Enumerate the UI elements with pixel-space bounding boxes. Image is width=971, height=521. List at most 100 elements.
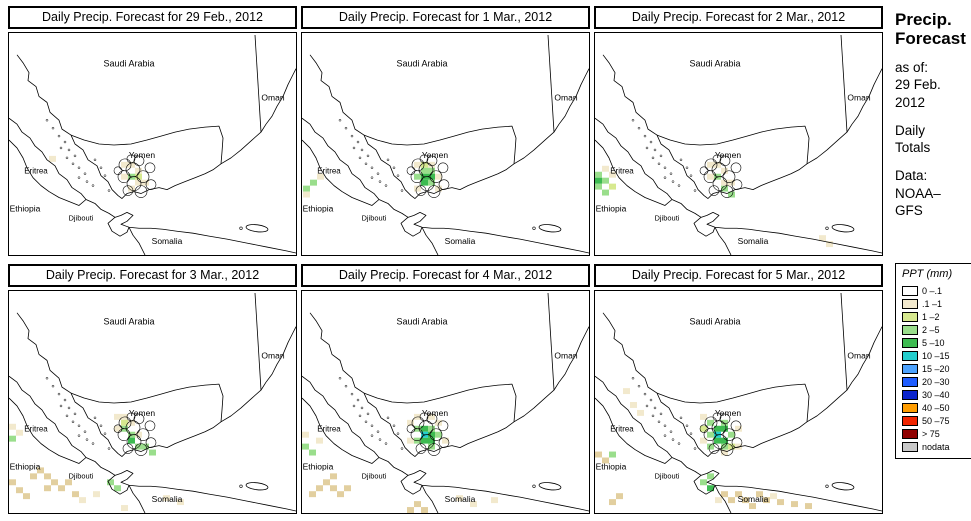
district-boundary [712, 154, 722, 164]
precip-cell [58, 485, 65, 492]
island [669, 172, 673, 175]
island [350, 392, 354, 396]
precip-cell [707, 443, 714, 450]
precip-cell [700, 437, 707, 444]
precip-cell [330, 473, 337, 480]
island [392, 166, 396, 170]
data-source-line1: NOAA– [895, 185, 941, 201]
precip-cell [700, 413, 707, 420]
precip-cell [609, 451, 616, 458]
precip-cell [49, 155, 56, 162]
island [57, 392, 61, 396]
island [59, 404, 63, 408]
legend-swatch [902, 363, 918, 374]
precip-cell [602, 165, 609, 172]
precip-cell [9, 479, 16, 486]
island [653, 148, 657, 152]
district-boundary [415, 185, 427, 196]
precip-cell [714, 425, 721, 432]
precip-cell [442, 437, 449, 444]
island [663, 166, 667, 170]
precip-cell [414, 161, 421, 168]
precip-cell [595, 171, 602, 178]
border-line [595, 397, 673, 464]
island [93, 416, 97, 420]
precip-cell [602, 189, 609, 196]
map-frame: Saudi Arabia Oman Yemen Eritrea Ethiopia Djib… [594, 290, 883, 514]
precip-cell [721, 179, 728, 186]
island [693, 447, 697, 450]
info-sidebar: Precip. Forecast as of: 29 Feb. 2012 Dai… [887, 6, 971, 514]
precip-cell [128, 161, 135, 168]
border-line [309, 312, 589, 457]
precip-cell [749, 503, 756, 510]
precip-cell [714, 437, 721, 444]
map: Saudi Arabia Oman Yemen Eritrea Ethiopia Djib… [9, 292, 296, 513]
border-line [840, 292, 848, 391]
island [657, 420, 661, 424]
district-boundary [126, 412, 136, 422]
map: Saudi Arabia Oman Yemen Eritrea Ethiopia Djib… [9, 34, 296, 255]
precip-cell [142, 443, 149, 450]
border-line [302, 397, 380, 464]
island [532, 226, 536, 230]
district-boundary [731, 179, 743, 190]
precip-cell [435, 173, 442, 180]
island [651, 156, 655, 160]
island [63, 140, 67, 144]
map-label-djibouti: Djibouti [362, 213, 387, 222]
legend-entry: 20 –30 [902, 375, 970, 388]
island [239, 484, 243, 488]
district-boundary [410, 170, 424, 183]
map-label-somalia: Somalia [738, 494, 769, 504]
precip-cell [756, 491, 763, 498]
map-label-djibouti: Djibouti [655, 471, 680, 480]
island [659, 154, 663, 158]
legend-entry: nodata [902, 440, 970, 453]
map-label-djibouti: Djibouti [69, 213, 94, 222]
island [107, 447, 111, 450]
precip-cell [735, 491, 742, 498]
precip-cell [714, 161, 721, 168]
legend-entry: 50 –75 [902, 414, 970, 427]
map-label-yemen: Yemen [715, 408, 741, 418]
precip-cell [721, 449, 728, 456]
island [400, 189, 404, 192]
district-boundary [122, 185, 134, 196]
map-frame: Saudi Arabia Oman Yemen Eritrea Ethiopia Djib… [301, 290, 590, 514]
border-line [70, 125, 224, 164]
border-line [9, 139, 87, 206]
map-label-yemen: Yemen [715, 150, 741, 160]
precip-cell [135, 167, 142, 174]
district-boundary [437, 162, 449, 174]
district-boundary [708, 443, 720, 454]
district-boundary [134, 185, 148, 198]
border-line [254, 34, 262, 133]
precip-cell [728, 179, 735, 186]
island [356, 140, 360, 144]
precip-cell [421, 437, 428, 444]
totals-line1: Daily [895, 122, 926, 138]
legend-label: 10 –15 [922, 350, 950, 361]
island [59, 146, 63, 150]
island [649, 398, 653, 402]
island [370, 166, 374, 170]
border-line [302, 375, 589, 512]
island [651, 414, 655, 418]
legend-label: 15 –20 [922, 363, 950, 374]
forecast-panel: Daily Precip. Forecast for 4 Mar., 2012 … [301, 264, 590, 514]
legend-title: PPT (mm) [902, 268, 953, 281]
map-label-somalia: Somalia [445, 236, 476, 246]
legend-entry: 10 –15 [902, 349, 970, 362]
border-line [595, 117, 882, 254]
district-boundary [133, 413, 145, 425]
island [825, 484, 829, 488]
legend-entry: 30 –40 [902, 388, 970, 401]
precip-cell [602, 177, 609, 184]
legend-label: 5 –10 [922, 337, 945, 348]
island [663, 434, 667, 437]
precip-cell [414, 173, 421, 180]
legend-entry: 1 –2 [902, 310, 970, 323]
island [67, 148, 71, 152]
island [65, 414, 69, 418]
